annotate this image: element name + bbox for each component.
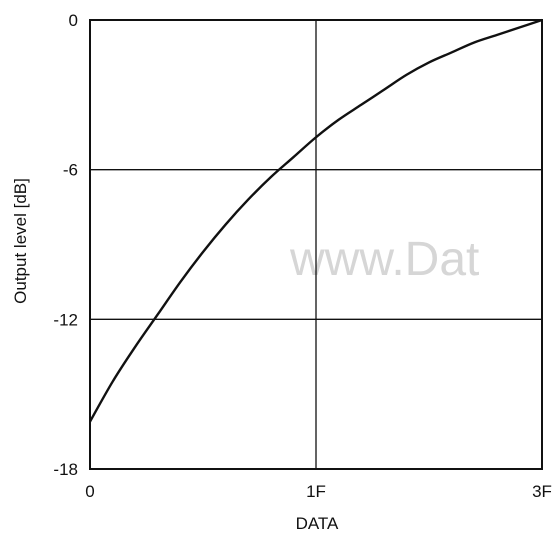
x-axis-label: DATA	[296, 514, 339, 533]
x-tick-labels: 0 1F 3F	[85, 482, 552, 501]
x-tick-label: 0	[85, 482, 94, 501]
grid-lines	[90, 20, 542, 469]
y-axis-label: Output level [dB]	[11, 178, 30, 304]
watermark-text: www.Dat	[289, 233, 479, 286]
output-level-curve	[88, 18, 543, 423]
x-tick-label: 1F	[306, 482, 326, 501]
y-tick-label: 0	[69, 11, 78, 30]
y-tick-label: -6	[63, 161, 78, 180]
y-tick-labels: 0 -6 -12 -18	[53, 11, 78, 479]
plot-frame	[89, 19, 543, 470]
x-tick-label: 3F	[532, 482, 552, 501]
y-tick-label: -18	[53, 460, 78, 479]
y-tick-label: -12	[53, 310, 78, 329]
